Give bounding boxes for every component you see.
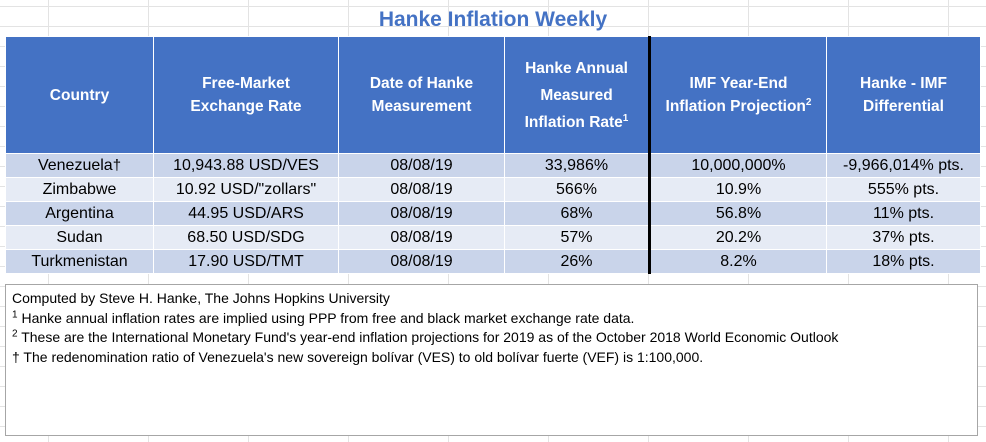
cell-imf-projection[interactable]: 8.2% bbox=[649, 249, 827, 274]
cell-imf-projection[interactable]: 10,000,000% bbox=[649, 153, 827, 178]
cell-country[interactable]: Turkmenistan bbox=[5, 249, 154, 274]
footnotes-box[interactable]: Computed by Steve H. Hanke, The Johns Ho… bbox=[5, 284, 978, 436]
table-row: Sudan 68.50 USD/SDG 08/08/19 57% 20.2% 3… bbox=[5, 225, 981, 250]
header-country[interactable]: Country bbox=[5, 36, 154, 154]
cell-country[interactable]: Argentina bbox=[5, 201, 154, 226]
cell-date[interactable]: 08/08/19 bbox=[338, 225, 505, 250]
cell-differential[interactable]: 37% pts. bbox=[826, 225, 981, 250]
footnote-1: 1 Hanke annual inflation rates are impli… bbox=[12, 308, 635, 326]
cell-date[interactable]: 08/08/19 bbox=[338, 153, 505, 178]
table-row: Argentina 44.95 USD/ARS 08/08/19 68% 56.… bbox=[5, 201, 981, 226]
table-row: Turkmenistan 17.90 USD/TMT 08/08/19 26% … bbox=[5, 249, 981, 274]
inflation-table: Country Free-Market Exchange Rate Date o… bbox=[5, 36, 981, 274]
cell-differential[interactable]: -9,966,014% pts. bbox=[826, 153, 981, 178]
cell-imf-projection[interactable]: 10.9% bbox=[649, 177, 827, 202]
cell-exchange-rate[interactable]: 10,943.88 USD/VES bbox=[153, 153, 339, 178]
cell-hanke-rate[interactable]: 566% bbox=[504, 177, 651, 202]
header-date[interactable]: Date of Hanke Measurement bbox=[338, 36, 505, 154]
cell-hanke-rate[interactable]: 68% bbox=[504, 201, 651, 226]
footnote-2: 2 These are the International Monetary F… bbox=[12, 328, 839, 345]
cell-country[interactable]: Venezuela† bbox=[5, 153, 154, 178]
cell-differential[interactable]: 18% pts. bbox=[826, 249, 981, 274]
page-title: Hanke Inflation Weekly bbox=[378, 8, 608, 31]
header-exchange-rate[interactable]: Free-Market Exchange Rate bbox=[153, 36, 339, 154]
header-imf-projection[interactable]: IMF Year-End Inflation Projection2 bbox=[649, 36, 827, 154]
cell-exchange-rate[interactable]: 10.92 USD/"zollars" bbox=[153, 177, 339, 202]
cell-differential[interactable]: 11% pts. bbox=[826, 201, 981, 226]
cell-exchange-rate[interactable]: 17.90 USD/TMT bbox=[153, 249, 339, 274]
table-row: Zimbabwe 10.92 USD/"zollars" 08/08/19 56… bbox=[5, 177, 981, 202]
cell-date[interactable]: 08/08/19 bbox=[338, 177, 505, 202]
cell-exchange-rate[interactable]: 44.95 USD/ARS bbox=[153, 201, 339, 226]
cell-hanke-rate[interactable]: 57% bbox=[504, 225, 651, 250]
cell-date[interactable]: 08/08/19 bbox=[338, 201, 505, 226]
footnote-dagger: † The redenomination ratio of Venezuela'… bbox=[12, 348, 704, 365]
cell-country[interactable]: Zimbabwe bbox=[5, 177, 154, 202]
cell-imf-projection[interactable]: 20.2% bbox=[649, 225, 827, 250]
cell-hanke-rate[interactable]: 26% bbox=[504, 249, 651, 274]
header-row: Country Free-Market Exchange Rate Date o… bbox=[5, 36, 981, 154]
cell-date[interactable]: 08/08/19 bbox=[338, 249, 505, 274]
cell-imf-projection[interactable]: 56.8% bbox=[649, 201, 827, 226]
header-differential[interactable]: Hanke - IMF Differential bbox=[826, 36, 981, 154]
cell-exchange-rate[interactable]: 68.50 USD/SDG bbox=[153, 225, 339, 250]
cell-differential[interactable]: 555% pts. bbox=[826, 177, 981, 202]
cell-hanke-rate[interactable]: 33,986% bbox=[504, 153, 651, 178]
credit-note: Computed by Steve H. Hanke, The Johns Ho… bbox=[12, 290, 390, 306]
dagger-mark: † bbox=[112, 156, 122, 174]
table-row: Venezuela† 10,943.88 USD/VES 08/08/19 33… bbox=[5, 153, 981, 178]
header-hanke-rate[interactable]: Hanke Annual Measured Inflation Rate1 bbox=[504, 36, 651, 154]
cell-country[interactable]: Sudan bbox=[5, 225, 154, 250]
